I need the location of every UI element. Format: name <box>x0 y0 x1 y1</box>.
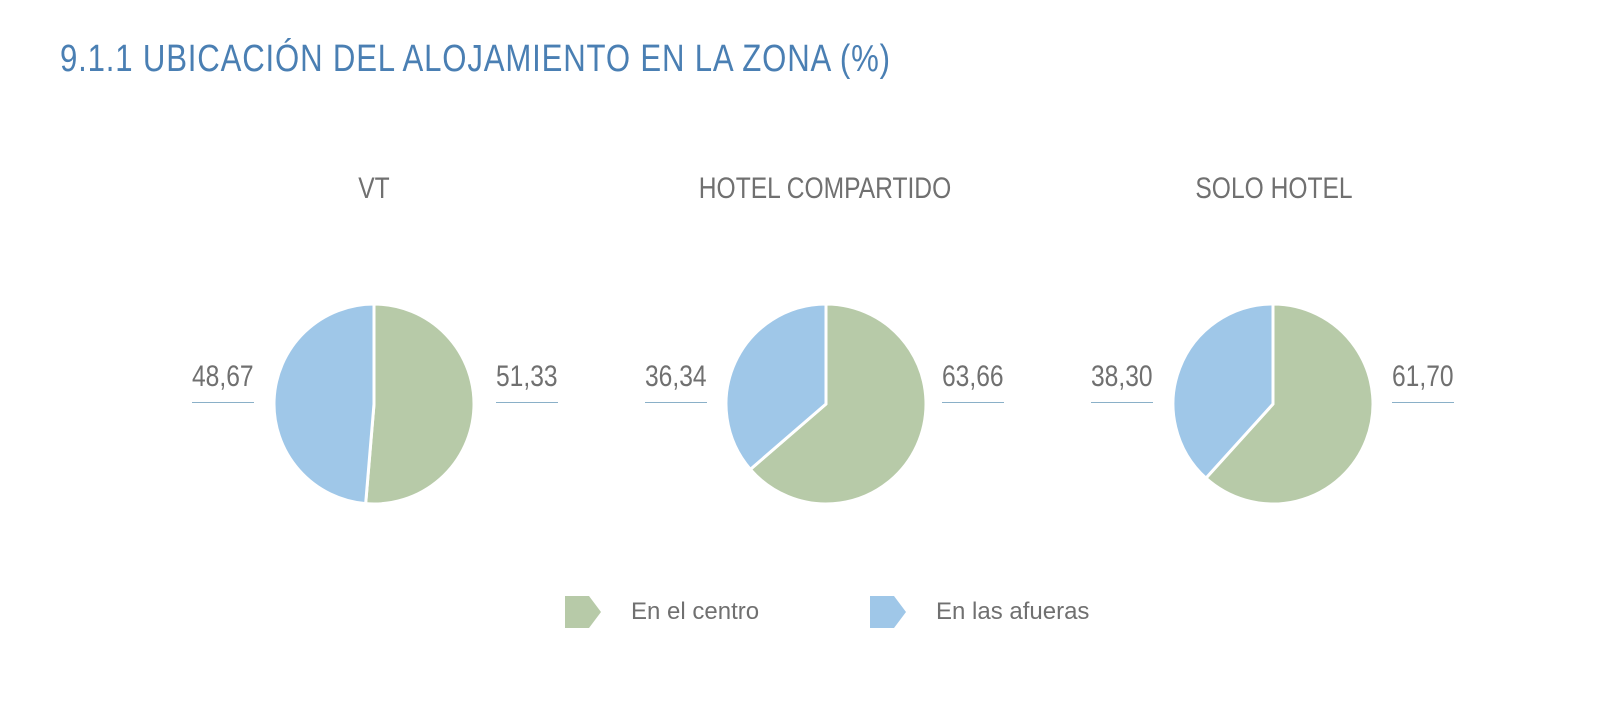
legend-item-outskirts: En las afueras <box>870 596 1089 628</box>
chart-title-vt: VT <box>358 172 390 205</box>
legend-swatch-center-icon <box>565 596 601 628</box>
value-label-center: 61,70 <box>1392 360 1454 393</box>
value-label-outskirts: 36,34 <box>645 360 707 393</box>
value-label-outskirts: 48,67 <box>192 360 254 393</box>
pie-chart-vt <box>272 302 476 506</box>
pie-slice-outskirts <box>1171 302 1275 480</box>
label-underline <box>496 402 558 403</box>
value-label-center: 51,33 <box>496 360 558 393</box>
legend-swatch-outskirts-icon <box>870 596 906 628</box>
legend-label-outskirts: En las afueras <box>936 598 1090 625</box>
label-underline <box>1392 402 1454 403</box>
pie-chart-hotel-compartido <box>724 302 928 506</box>
legend-swatch-shape <box>565 596 601 628</box>
value-label-center: 63,66 <box>942 360 1004 393</box>
legend-label-center: En el centro <box>631 598 760 625</box>
value-label-outskirts: 38,30 <box>1091 360 1153 393</box>
pie-chart-solo-hotel <box>1171 302 1375 506</box>
pie-slice-outskirts <box>272 302 376 506</box>
label-underline <box>192 402 254 403</box>
chart-title-hotel-compartido: HOTEL COMPARTIDO <box>698 172 952 205</box>
page-title: 9.1.1 UBICACIÓN DEL ALOJAMIENTO EN LA ZO… <box>60 38 891 80</box>
chart-title-solo-hotel: SOLO HOTEL <box>1195 172 1353 205</box>
label-underline <box>645 402 707 403</box>
legend-swatch-shape <box>870 596 906 628</box>
label-underline <box>1091 402 1153 403</box>
legend: En el centro En las afueras <box>0 596 1600 636</box>
pie-slice-center <box>364 302 476 506</box>
legend-item-center: En el centro <box>565 596 759 628</box>
pie-slice-outskirts <box>724 302 828 471</box>
label-underline <box>942 402 1004 403</box>
pie-slice-center <box>748 302 928 506</box>
pie-slice-center <box>1204 302 1375 506</box>
